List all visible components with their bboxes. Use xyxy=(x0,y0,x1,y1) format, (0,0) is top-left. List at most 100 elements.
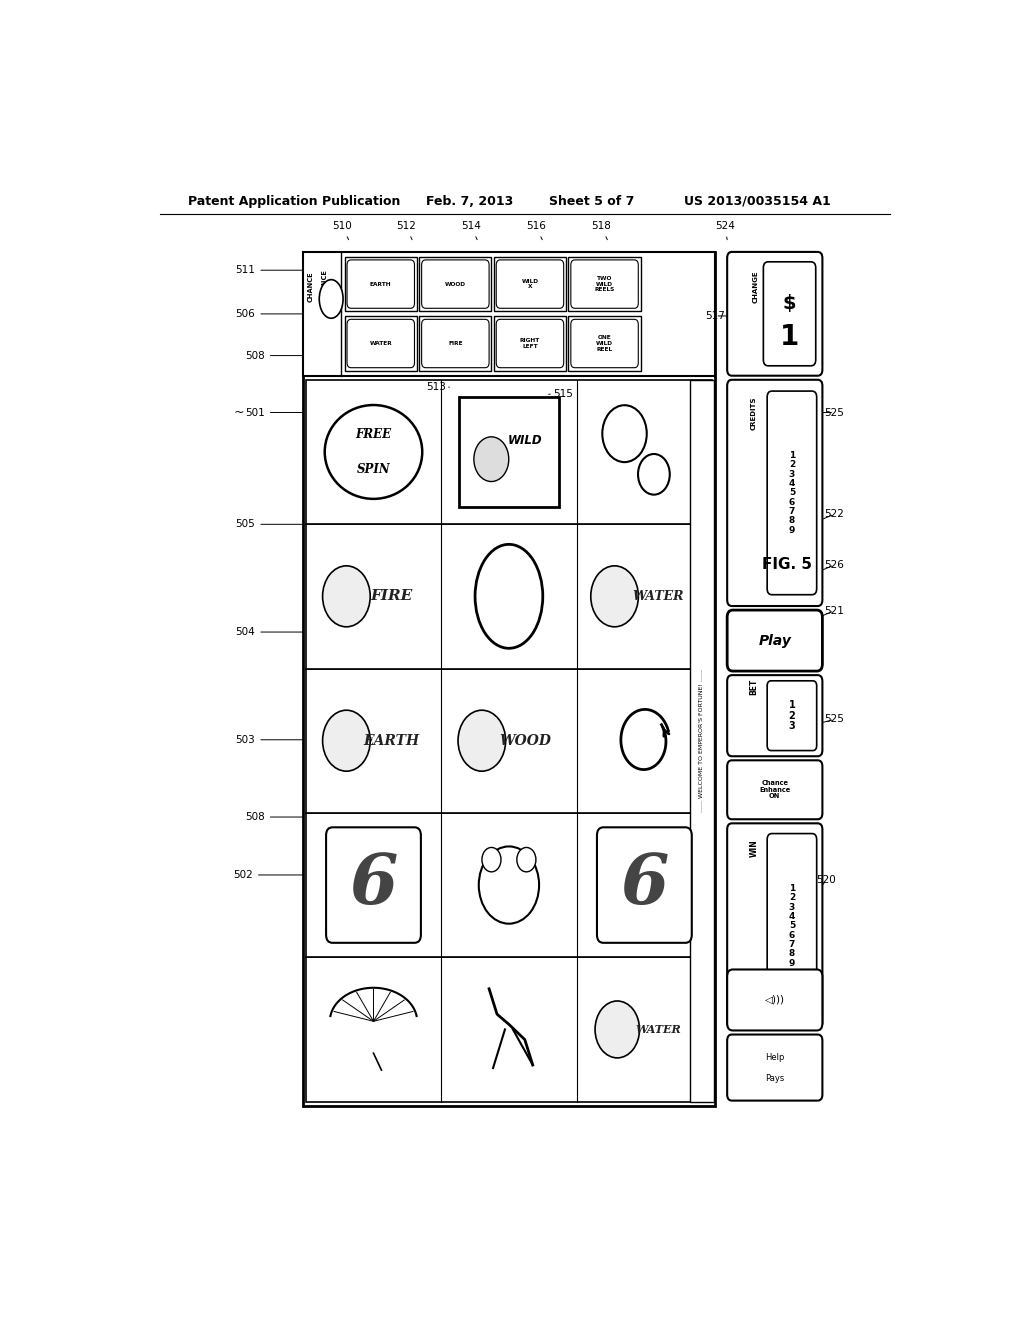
Text: 525: 525 xyxy=(822,714,844,725)
Text: 512: 512 xyxy=(396,222,416,240)
Circle shape xyxy=(602,405,647,462)
FancyBboxPatch shape xyxy=(347,319,415,368)
Text: Sheet 5 of 7: Sheet 5 of 7 xyxy=(549,194,634,207)
FancyBboxPatch shape xyxy=(497,319,563,368)
Text: 6: 6 xyxy=(621,851,669,919)
Text: Patent Application Publication: Patent Application Publication xyxy=(187,194,400,207)
Circle shape xyxy=(595,1001,640,1057)
Text: 511: 511 xyxy=(236,265,303,275)
Text: BET: BET xyxy=(750,678,759,696)
Text: RIGHT
LEFT: RIGHT LEFT xyxy=(520,338,540,348)
Text: 521: 521 xyxy=(822,606,844,615)
Bar xyxy=(303,252,715,1106)
Text: 520: 520 xyxy=(816,875,837,886)
Text: 505: 505 xyxy=(236,519,303,529)
Text: 510: 510 xyxy=(333,222,352,240)
Text: ENHANCE: ENHANCE xyxy=(321,269,327,305)
Text: 508: 508 xyxy=(245,812,303,822)
Bar xyxy=(306,668,712,813)
Text: 514: 514 xyxy=(461,222,481,240)
Text: Chance
Enhance
ON: Chance Enhance ON xyxy=(759,780,791,800)
Text: ONE
WILD
REEL: ONE WILD REEL xyxy=(596,335,613,352)
Text: 525: 525 xyxy=(822,408,844,417)
FancyBboxPatch shape xyxy=(570,319,638,368)
FancyBboxPatch shape xyxy=(727,1035,822,1101)
Text: FIRE: FIRE xyxy=(370,589,413,603)
Text: CHANCE: CHANCE xyxy=(307,271,313,302)
Circle shape xyxy=(482,847,501,871)
FancyBboxPatch shape xyxy=(763,261,816,366)
Text: 522: 522 xyxy=(822,510,844,519)
Text: WOOD: WOOD xyxy=(444,281,466,286)
FancyBboxPatch shape xyxy=(347,260,415,309)
Text: Play: Play xyxy=(759,634,792,648)
Text: WILD: WILD xyxy=(508,434,543,447)
Text: ◁))): ◁))) xyxy=(765,995,784,1005)
Text: 526: 526 xyxy=(822,560,844,570)
Text: SPIN: SPIN xyxy=(356,463,390,475)
Ellipse shape xyxy=(325,405,422,499)
Text: WILD
X: WILD X xyxy=(521,279,539,289)
Text: EARTH: EARTH xyxy=(364,734,419,747)
Text: FREE: FREE xyxy=(355,428,391,441)
Bar xyxy=(494,257,566,312)
FancyBboxPatch shape xyxy=(727,380,822,606)
Text: ...... WELCOME TO EMPEROR'S FORTUNE! ......: ...... WELCOME TO EMPEROR'S FORTUNE! ...… xyxy=(699,669,705,812)
Circle shape xyxy=(638,454,670,495)
Text: 503: 503 xyxy=(236,735,303,744)
Text: 508: 508 xyxy=(245,351,303,360)
Bar xyxy=(494,317,566,371)
Text: 502: 502 xyxy=(233,870,303,880)
Circle shape xyxy=(517,847,536,871)
FancyBboxPatch shape xyxy=(422,260,489,309)
Text: 1
2
3: 1 2 3 xyxy=(788,701,796,731)
Text: CREDITS: CREDITS xyxy=(751,397,757,430)
Text: 1
2
3
4
5
6
7
8
9: 1 2 3 4 5 6 7 8 9 xyxy=(788,884,795,968)
Bar xyxy=(345,317,417,371)
Circle shape xyxy=(479,846,539,924)
Circle shape xyxy=(323,566,371,627)
Bar xyxy=(459,397,559,507)
FancyBboxPatch shape xyxy=(326,828,421,942)
FancyBboxPatch shape xyxy=(570,260,638,309)
Text: 1: 1 xyxy=(780,322,799,351)
FancyBboxPatch shape xyxy=(497,260,563,309)
FancyBboxPatch shape xyxy=(727,610,822,671)
FancyBboxPatch shape xyxy=(727,969,822,1031)
Text: 1
2
3
4
5
6
7
8
9: 1 2 3 4 5 6 7 8 9 xyxy=(788,451,795,535)
FancyBboxPatch shape xyxy=(767,391,817,595)
Text: Pays: Pays xyxy=(765,1074,784,1084)
Text: US 2013/0035154 A1: US 2013/0035154 A1 xyxy=(684,194,830,207)
Text: 517: 517 xyxy=(706,312,727,321)
Text: $: $ xyxy=(782,294,797,313)
FancyBboxPatch shape xyxy=(767,833,817,1018)
Bar xyxy=(419,257,492,312)
Bar xyxy=(568,317,641,371)
FancyBboxPatch shape xyxy=(597,828,692,942)
Text: FIG. 5: FIG. 5 xyxy=(762,557,812,573)
Text: WATER: WATER xyxy=(632,590,684,603)
Bar xyxy=(345,257,417,312)
Bar xyxy=(419,317,492,371)
Ellipse shape xyxy=(475,544,543,648)
Text: Feb. 7, 2013: Feb. 7, 2013 xyxy=(426,194,513,207)
FancyBboxPatch shape xyxy=(727,675,822,756)
Text: WATER: WATER xyxy=(635,1024,681,1035)
Text: 6: 6 xyxy=(349,851,397,919)
Bar xyxy=(303,252,715,376)
Text: FIRE: FIRE xyxy=(449,341,463,346)
Circle shape xyxy=(458,710,506,771)
Text: 524: 524 xyxy=(715,222,735,240)
FancyBboxPatch shape xyxy=(422,319,489,368)
Text: 515: 515 xyxy=(549,389,572,399)
Circle shape xyxy=(323,710,371,771)
Bar xyxy=(306,524,712,668)
Text: 513: 513 xyxy=(426,381,450,392)
Text: 516: 516 xyxy=(526,222,546,240)
Text: ~: ~ xyxy=(233,407,245,418)
Text: EARTH: EARTH xyxy=(370,281,391,286)
Text: TWO
WILD
REELS: TWO WILD REELS xyxy=(594,276,614,293)
Text: 501: 501 xyxy=(245,408,303,417)
FancyBboxPatch shape xyxy=(727,824,822,1028)
Text: Help: Help xyxy=(765,1053,784,1063)
